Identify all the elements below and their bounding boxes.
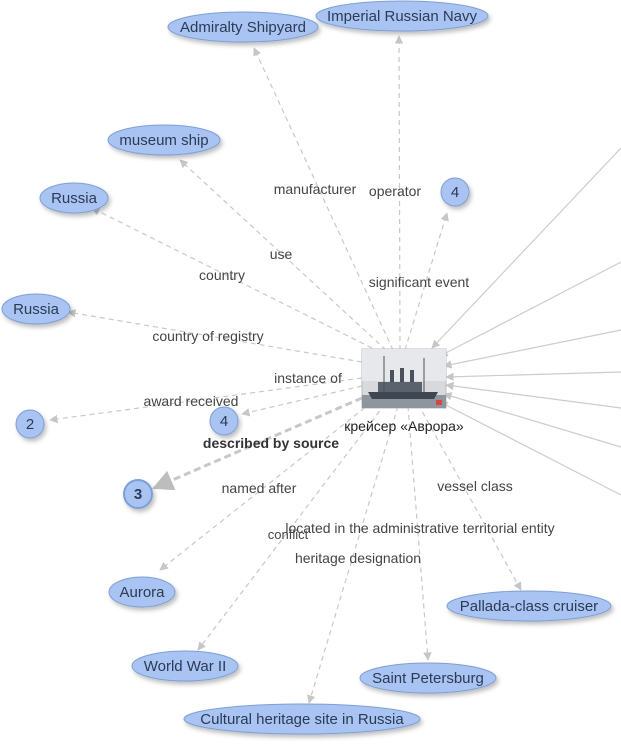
incoming-edges xyxy=(431,147,621,496)
edge-instance-of xyxy=(241,385,363,417)
edge-significant-event xyxy=(404,212,449,351)
node-label: museum ship xyxy=(119,132,208,149)
node-cultural-heritage-site[interactable]: Cultural heritage site in Russia xyxy=(183,703,421,735)
edge-located-in xyxy=(407,405,432,661)
node-aurora[interactable]: Aurora xyxy=(108,576,176,608)
edge-named-after xyxy=(159,401,373,571)
edge-heritage-designation xyxy=(307,405,399,704)
node-pallada-class-cruiser[interactable]: Pallada-class cruiser xyxy=(446,590,612,622)
node-count-significant-event[interactable]: 4 xyxy=(440,177,470,207)
edge-use xyxy=(179,159,387,351)
incoming-edge xyxy=(431,147,621,349)
edge-label-use: use xyxy=(270,246,293,262)
edge-label-located-in: located in the administrative territoria… xyxy=(285,520,554,536)
edge-manufacturer xyxy=(253,47,394,351)
edge-label-award-received: award received xyxy=(144,393,239,409)
outgoing-edges xyxy=(49,35,522,704)
node-label: 2 xyxy=(26,416,34,433)
center-node[interactable]: крейсер «Аврора» xyxy=(344,348,464,434)
node-museum-ship[interactable]: museum ship xyxy=(107,124,221,156)
edge-label-heritage-designation: heritage designation xyxy=(295,550,421,566)
node-label: Admiralty Shipyard xyxy=(180,19,306,36)
edge-label-conflict: conflict xyxy=(268,527,309,542)
edge-country-of-registry xyxy=(67,309,363,363)
node-count-described-by-source[interactable]: 3 xyxy=(123,479,153,509)
edge-operator xyxy=(394,35,404,351)
edge-label-vessel-class: vessel class xyxy=(437,478,512,494)
incoming-edge xyxy=(443,392,621,448)
incoming-edge xyxy=(443,329,621,369)
edge-label-country: country xyxy=(199,267,245,283)
node-label: Russia xyxy=(13,301,60,318)
incoming-edge xyxy=(445,371,621,381)
center-node-label: крейсер «Аврора» xyxy=(344,418,464,434)
node-label: 4 xyxy=(451,184,459,201)
incoming-edge xyxy=(439,401,621,496)
edge-label-instance-of: instance of xyxy=(274,370,342,386)
edge-award-received xyxy=(49,377,363,424)
edge-conflict xyxy=(197,403,386,651)
edge-label-country-of-registry: country of registry xyxy=(152,328,263,344)
edge-label-described-by-source: described by source xyxy=(203,435,339,451)
node-label: Russia xyxy=(51,190,98,207)
incoming-edge xyxy=(439,261,621,357)
node-label: Saint Petersburg xyxy=(372,670,484,687)
node-count-award[interactable]: 2 xyxy=(15,409,45,439)
edge-label-operator: operator xyxy=(369,183,421,199)
node-admiralty-shipyard[interactable]: Admiralty Shipyard xyxy=(167,11,319,43)
node-world-war-ii[interactable]: World War II xyxy=(131,650,239,682)
node-label: Imperial Russian Navy xyxy=(327,8,478,25)
node-label: 3 xyxy=(134,486,142,503)
edge-label-significant-event: significant event xyxy=(369,274,470,290)
node-imperial-russian-navy[interactable]: Imperial Russian Navy xyxy=(315,0,489,32)
node-russia[interactable]: Russia xyxy=(39,182,109,214)
node-saint-petersburg[interactable]: Saint Petersburg xyxy=(359,662,497,694)
edge-described-by-source xyxy=(152,396,363,491)
node-label: Pallada-class cruiser xyxy=(460,598,598,615)
edge-labels: manufacturer operator use country signif… xyxy=(144,181,555,566)
node-russia-registry[interactable]: Russia xyxy=(1,293,71,325)
edge-label-named-after: named after xyxy=(222,480,297,496)
node-label: World War II xyxy=(144,658,227,675)
incoming-edge xyxy=(445,381,621,409)
node-label: Cultural heritage site in Russia xyxy=(200,711,404,728)
cruiser-aurora-photo-icon xyxy=(361,348,447,409)
node-count-instance-of[interactable]: 4 xyxy=(209,406,239,436)
node-label: Aurora xyxy=(119,584,165,601)
edge-label-manufacturer: manufacturer xyxy=(274,181,357,197)
node-label: 4 xyxy=(220,413,228,430)
